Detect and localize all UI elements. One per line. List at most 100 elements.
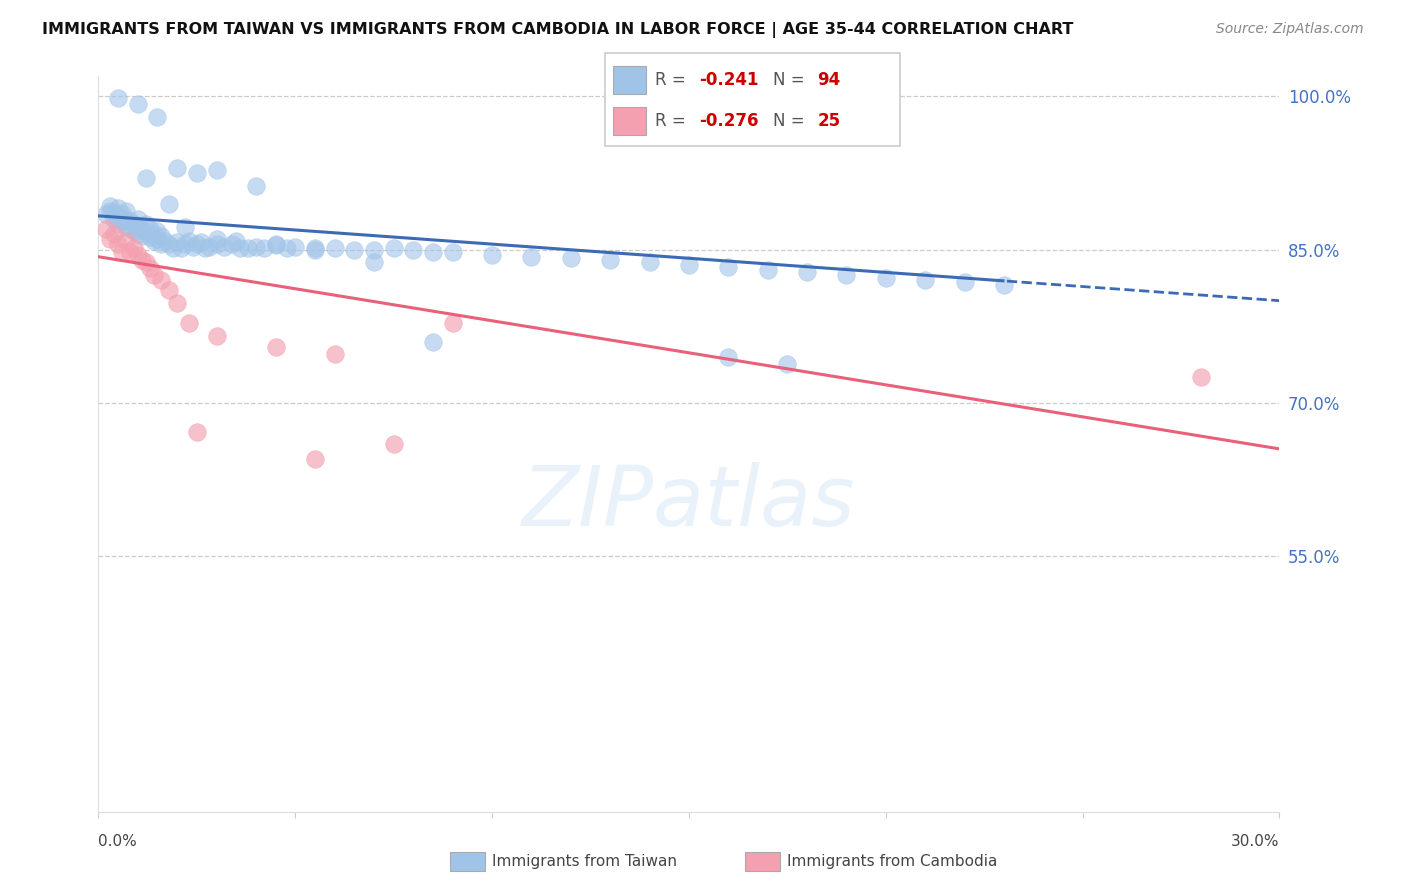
- FancyBboxPatch shape: [605, 53, 900, 146]
- Point: [186, 237, 208, 252]
- Point: [155, 235, 177, 249]
- Point: [599, 252, 621, 267]
- Point: [225, 235, 247, 249]
- Point: [122, 240, 145, 255]
- Point: [363, 243, 385, 257]
- Point: [382, 240, 405, 255]
- Point: [993, 278, 1015, 293]
- Point: [118, 244, 141, 259]
- Point: [304, 243, 326, 257]
- Point: [678, 258, 700, 272]
- Text: Immigrants from Taiwan: Immigrants from Taiwan: [492, 855, 678, 869]
- Point: [107, 91, 129, 105]
- Point: [875, 271, 897, 285]
- Point: [142, 227, 165, 242]
- Text: R =: R =: [655, 71, 690, 89]
- Point: [162, 240, 184, 255]
- Point: [717, 260, 740, 274]
- Point: [122, 217, 145, 231]
- Point: [118, 214, 141, 228]
- Point: [98, 203, 121, 218]
- Point: [174, 220, 197, 235]
- Text: 0.0%: 0.0%: [98, 834, 138, 849]
- Point: [177, 316, 200, 330]
- Point: [382, 436, 405, 450]
- Point: [142, 268, 165, 282]
- FancyBboxPatch shape: [613, 66, 645, 94]
- Point: [115, 235, 138, 249]
- Point: [264, 340, 287, 354]
- Point: [131, 222, 153, 236]
- Point: [284, 239, 307, 253]
- Point: [194, 240, 217, 255]
- Text: N =: N =: [773, 71, 810, 89]
- Point: [138, 222, 160, 236]
- Point: [107, 201, 129, 215]
- Text: -0.276: -0.276: [699, 112, 759, 130]
- Point: [150, 229, 173, 244]
- Point: [638, 255, 661, 269]
- Point: [150, 273, 173, 287]
- Text: IMMIGRANTS FROM TAIWAN VS IMMIGRANTS FROM CAMBODIA IN LABOR FORCE | AGE 35-44 CO: IMMIGRANTS FROM TAIWAN VS IMMIGRANTS FRO…: [42, 22, 1074, 38]
- Point: [304, 240, 326, 255]
- Point: [131, 252, 153, 267]
- Point: [181, 239, 204, 253]
- Point: [264, 237, 287, 252]
- Text: Source: ZipAtlas.com: Source: ZipAtlas.com: [1216, 22, 1364, 37]
- Point: [166, 295, 188, 310]
- Point: [253, 240, 276, 255]
- Point: [118, 222, 141, 236]
- FancyBboxPatch shape: [613, 107, 645, 135]
- Point: [103, 204, 125, 219]
- Point: [186, 425, 208, 439]
- Point: [170, 240, 193, 255]
- Point: [190, 235, 212, 250]
- Point: [174, 237, 197, 252]
- Point: [111, 214, 134, 228]
- Point: [363, 255, 385, 269]
- Point: [245, 239, 267, 253]
- Text: ZIPatlas: ZIPatlas: [522, 462, 856, 543]
- Point: [441, 244, 464, 259]
- Point: [276, 240, 298, 255]
- Point: [221, 237, 243, 252]
- Point: [98, 232, 121, 246]
- Point: [150, 237, 173, 252]
- Point: [135, 225, 157, 239]
- Point: [115, 203, 138, 218]
- Text: 94: 94: [817, 71, 841, 89]
- Point: [127, 211, 149, 226]
- Point: [115, 220, 138, 235]
- Point: [177, 235, 200, 249]
- Point: [953, 275, 976, 289]
- Text: 30.0%: 30.0%: [1232, 834, 1279, 849]
- Point: [422, 334, 444, 349]
- Point: [186, 166, 208, 180]
- Point: [481, 248, 503, 262]
- Point: [796, 265, 818, 279]
- Point: [115, 211, 138, 226]
- Point: [127, 227, 149, 242]
- Point: [146, 232, 169, 246]
- Text: Immigrants from Cambodia: Immigrants from Cambodia: [787, 855, 998, 869]
- Point: [142, 235, 165, 249]
- Point: [166, 235, 188, 250]
- Point: [323, 347, 346, 361]
- Point: [107, 217, 129, 231]
- Point: [441, 316, 464, 330]
- Point: [343, 243, 366, 257]
- Point: [107, 237, 129, 252]
- Point: [127, 97, 149, 112]
- Point: [214, 239, 236, 253]
- Point: [138, 230, 160, 244]
- Point: [229, 240, 252, 255]
- Point: [756, 263, 779, 277]
- Point: [127, 220, 149, 235]
- Point: [157, 284, 180, 298]
- Point: [304, 452, 326, 467]
- Text: -0.241: -0.241: [699, 71, 759, 89]
- Point: [560, 251, 582, 265]
- Point: [1189, 370, 1212, 384]
- Point: [135, 171, 157, 186]
- Text: 25: 25: [817, 112, 841, 130]
